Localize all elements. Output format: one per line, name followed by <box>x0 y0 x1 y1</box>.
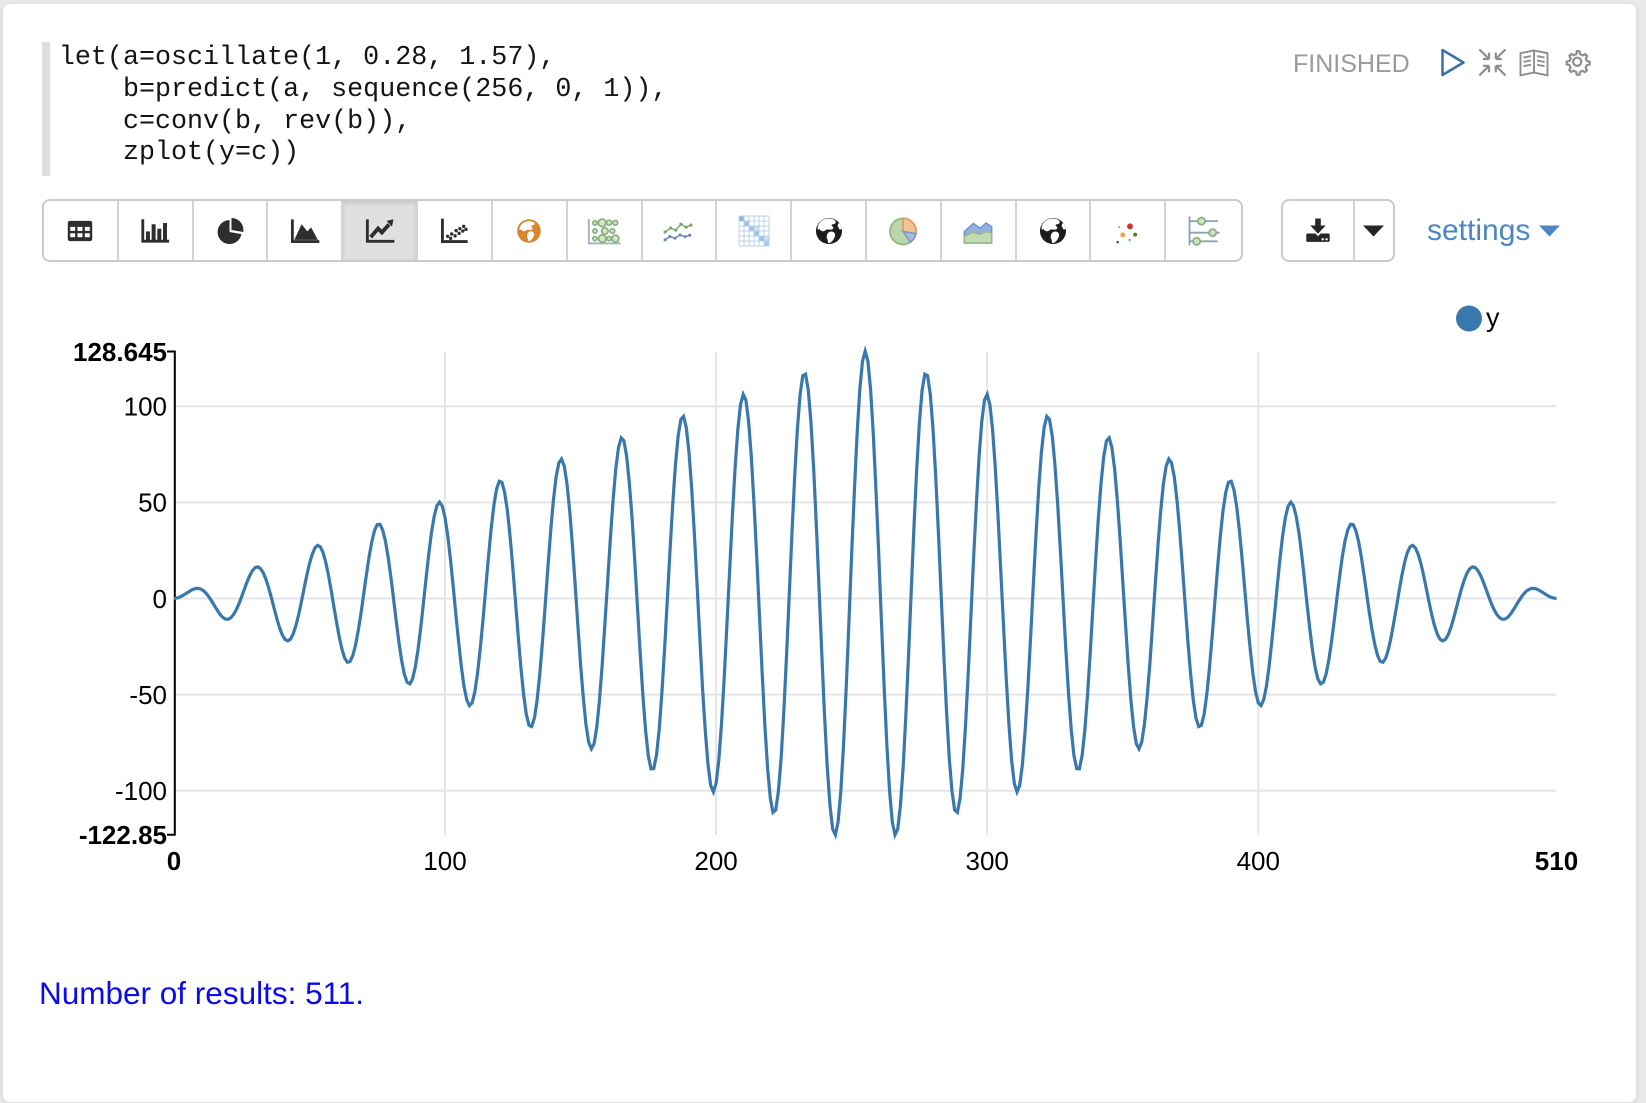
svg-text:50: 50 <box>138 488 167 518</box>
svg-text:200: 200 <box>694 846 737 876</box>
svg-text:0: 0 <box>153 584 167 614</box>
svg-text:100: 100 <box>423 846 466 876</box>
svg-text:510: 510 <box>1535 846 1578 876</box>
svg-text:400: 400 <box>1237 846 1280 876</box>
svg-text:100: 100 <box>124 392 167 422</box>
svg-text:-122.85: -122.85 <box>79 820 167 850</box>
svg-text:y: y <box>1486 303 1500 333</box>
svg-text:-50: -50 <box>129 680 167 710</box>
svg-text:300: 300 <box>966 846 1009 876</box>
svg-text:128.645: 128.645 <box>73 337 167 367</box>
svg-text:-100: -100 <box>115 776 167 806</box>
svg-text:0: 0 <box>167 846 181 876</box>
